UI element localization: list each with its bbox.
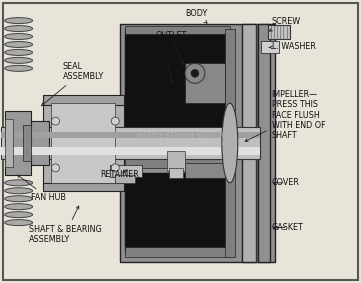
Text: FAN HUB: FAN HUB — [18, 175, 66, 202]
Bar — [167, 151, 185, 171]
Bar — [110, 165, 142, 177]
Text: GASKET: GASKET — [271, 223, 303, 232]
Ellipse shape — [5, 180, 32, 186]
Text: SHAFT & BEARING
ASSEMBLY: SHAFT & BEARING ASSEMBLY — [29, 206, 101, 244]
Ellipse shape — [5, 33, 32, 40]
Bar — [120, 23, 275, 262]
Text: L. WASHER: L. WASHER — [269, 42, 316, 51]
Text: INLET: INLET — [155, 49, 177, 83]
Bar — [43, 98, 124, 188]
Text: OUTLET: OUTLET — [155, 31, 186, 65]
Text: RETAINER: RETAINER — [100, 170, 139, 179]
Ellipse shape — [5, 57, 32, 63]
Ellipse shape — [5, 212, 32, 218]
Bar — [268, 25, 290, 38]
Bar — [43, 95, 124, 105]
Bar — [23, 125, 31, 161]
Bar — [125, 148, 230, 168]
Bar — [1, 127, 260, 159]
Ellipse shape — [5, 204, 32, 210]
Bar — [5, 119, 13, 167]
Bar — [115, 175, 135, 183]
Bar — [169, 168, 183, 178]
Circle shape — [52, 164, 60, 172]
Bar — [125, 247, 230, 258]
Text: IMPELLER—
PRESS THIS
FACE FLUSH
WITH END OF
SHAFT: IMPELLER— PRESS THIS FACE FLUSH WITH END… — [245, 90, 325, 142]
Text: HOMETOWN BUICK: HOMETOWN BUICK — [137, 130, 225, 140]
Circle shape — [185, 63, 205, 83]
Bar — [1, 132, 260, 138]
Bar — [51, 103, 115, 183]
Circle shape — [111, 164, 119, 172]
Ellipse shape — [5, 65, 32, 71]
Bar — [225, 29, 235, 258]
Bar — [29, 121, 48, 165]
Bar — [185, 163, 225, 178]
Bar — [1, 147, 260, 155]
Text: COVER: COVER — [271, 178, 300, 187]
Bar — [242, 23, 256, 262]
Bar — [125, 25, 230, 33]
Bar — [43, 183, 124, 191]
Text: BODY: BODY — [185, 9, 207, 23]
Ellipse shape — [5, 18, 32, 23]
Ellipse shape — [5, 196, 32, 202]
Ellipse shape — [5, 42, 32, 48]
Circle shape — [111, 117, 119, 125]
Text: WWW.HOMETOWNBUICK.COM: WWW.HOMETOWNBUICK.COM — [134, 142, 228, 147]
Bar — [256, 23, 259, 262]
Bar — [261, 42, 279, 53]
Ellipse shape — [222, 103, 238, 183]
Ellipse shape — [5, 220, 32, 226]
Bar — [5, 111, 31, 175]
Ellipse shape — [5, 25, 32, 31]
Text: SEAL
ASSEMBLY: SEAL ASSEMBLY — [42, 62, 104, 106]
Bar — [185, 63, 225, 103]
Circle shape — [52, 117, 60, 125]
Ellipse shape — [5, 50, 32, 55]
Circle shape — [191, 69, 199, 77]
Ellipse shape — [5, 188, 32, 194]
Bar — [125, 29, 230, 153]
Bar — [125, 173, 230, 252]
Text: SCREW: SCREW — [269, 17, 301, 31]
Bar — [258, 23, 270, 262]
